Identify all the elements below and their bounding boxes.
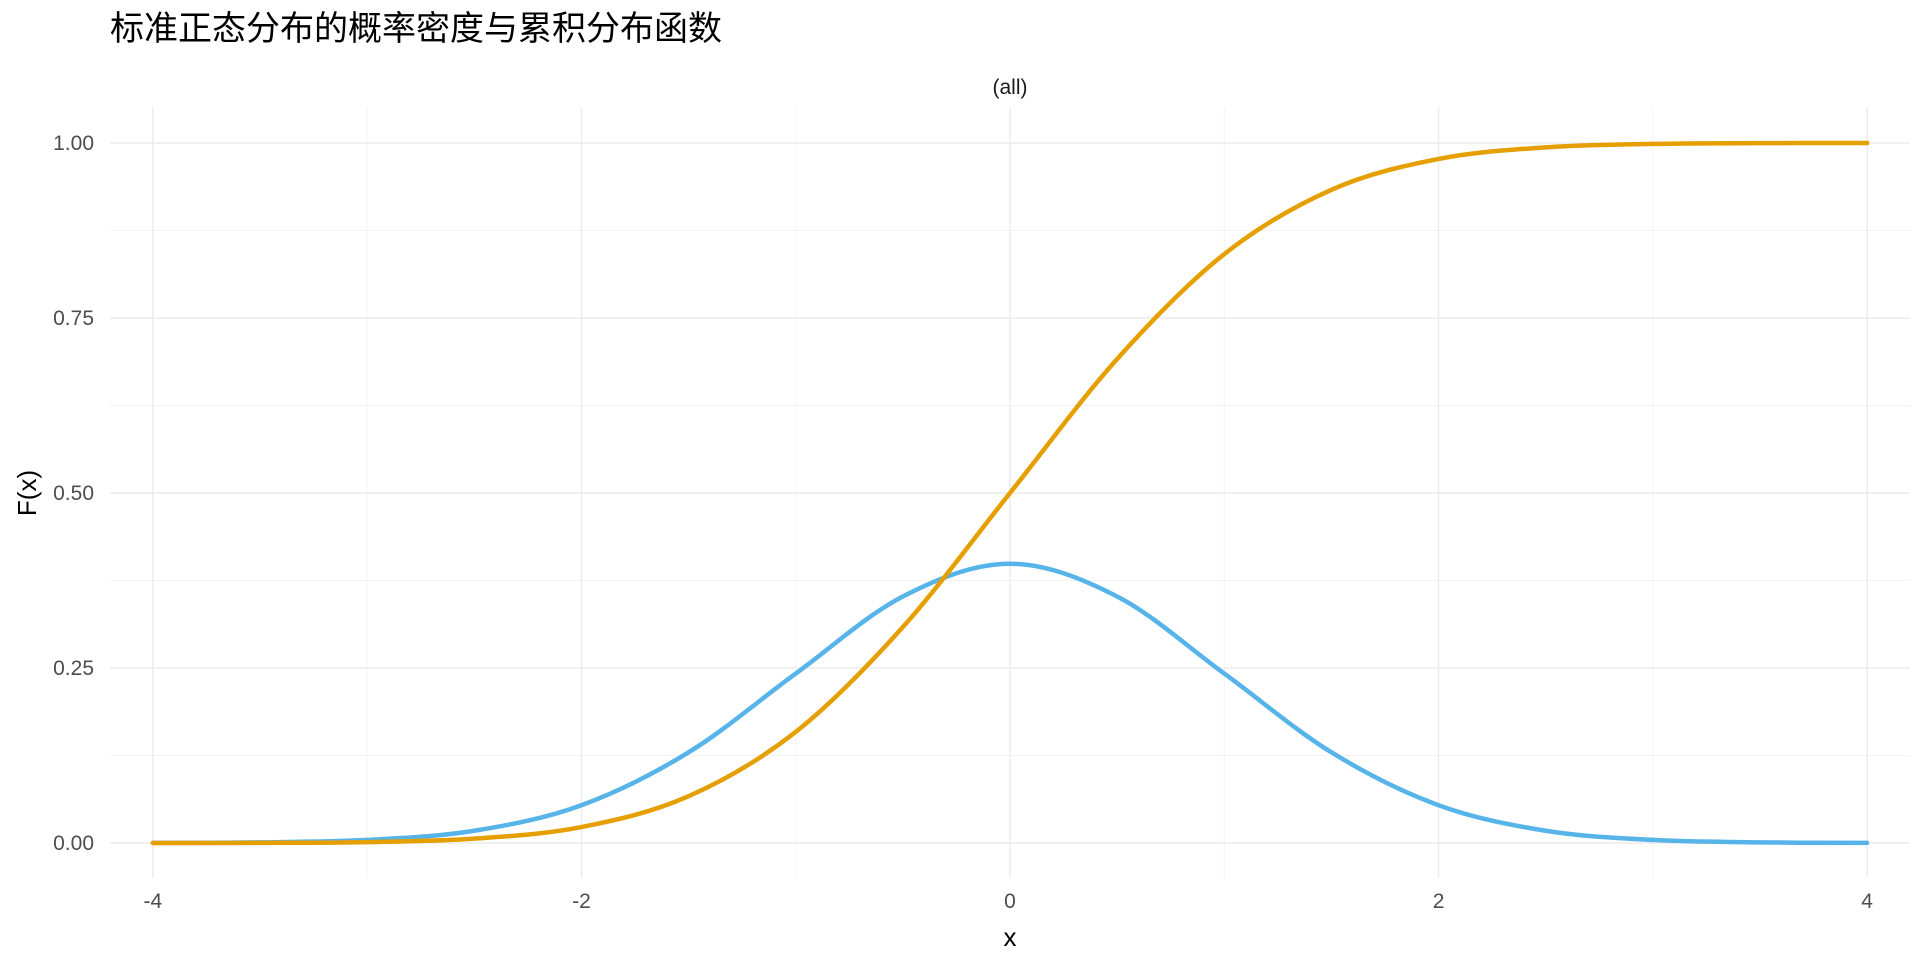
tick-label-layer: -4 -2 0 2 4 0.00 0.25 0.50 0.75 1.00 [53, 132, 1873, 913]
y-tick-label: 0.75 [53, 307, 94, 330]
facet-strip-label: (all) [993, 76, 1028, 99]
y-axis-title: F(x) [12, 470, 42, 516]
pdf-series-line [150, 561, 1870, 846]
x-tick-label: 4 [1861, 890, 1873, 913]
x-tick-label: 2 [1433, 890, 1445, 913]
cdf-series-line [150, 140, 1870, 846]
grid-layer [110, 108, 1910, 878]
y-tick-label: 0.00 [53, 832, 94, 855]
chart-title: 标准正态分布的概率密度与累积分布函数 [110, 9, 722, 49]
y-tick-label: 0.50 [53, 482, 94, 505]
series-layer [150, 140, 1870, 846]
y-tick-label: 0.25 [53, 657, 94, 680]
x-tick-label: -2 [572, 890, 591, 913]
y-tick-label: 1.00 [53, 132, 94, 155]
x-tick-label: 0 [1004, 890, 1016, 913]
x-axis-title: x [1004, 922, 1017, 952]
x-tick-label: -4 [144, 890, 163, 913]
